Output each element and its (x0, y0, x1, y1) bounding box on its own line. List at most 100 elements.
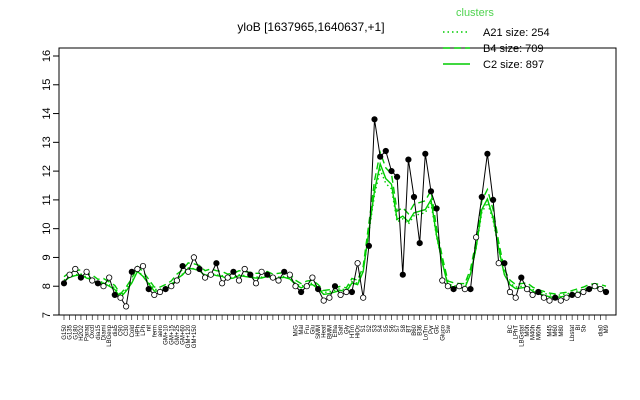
data-point (427, 188, 435, 195)
x-tick-label: S5 (384, 324, 390, 332)
data-point (275, 277, 282, 284)
x-tick-label: M45 (548, 324, 554, 336)
x-tick-label: C90 (118, 324, 124, 336)
x-tick-label: nit (147, 325, 153, 332)
x-tick-label: HiOs (356, 325, 362, 338)
x-tick-label: M60h (536, 325, 542, 340)
data-point (450, 285, 457, 293)
data-point (416, 240, 423, 247)
data-point (591, 283, 598, 290)
data-point (72, 265, 79, 273)
y-tick-label: 15 (41, 79, 53, 91)
x-tick-label: S7 (395, 324, 401, 332)
cluster-a21-line (63, 167, 607, 297)
data-point (405, 156, 412, 163)
data-point (139, 262, 147, 270)
data-point (484, 150, 491, 157)
data-point (478, 193, 485, 201)
data-point (151, 291, 158, 298)
y-axis: 7 8 9 10 11 12 13 14 15 16 (41, 50, 60, 318)
x-tick-label: Bl (576, 325, 582, 330)
data-point (66, 271, 73, 278)
x-tick-label: Salt (339, 325, 345, 336)
data-point (399, 271, 406, 278)
x-tick-label: Paraq (85, 325, 91, 341)
data-point (529, 291, 536, 298)
data-point (518, 274, 525, 281)
data-point (117, 294, 124, 301)
data-point (456, 283, 463, 290)
data-point (235, 277, 243, 284)
data-point (557, 297, 564, 304)
data-point (106, 274, 113, 281)
x-tick-label: LBGexp (107, 324, 113, 346)
data-point (467, 285, 474, 293)
data-point (461, 285, 468, 293)
data-point (472, 234, 480, 241)
x-tick-label: Pyr (429, 325, 435, 334)
x-tick-label: Fru (305, 325, 311, 334)
data-point (444, 283, 451, 290)
x-tick-label: B60 (412, 324, 418, 335)
data-point (297, 288, 305, 296)
data-point (94, 280, 102, 287)
legend: clusters A21 size: 254 B4 size: 709 C2 s… (443, 7, 550, 71)
x-tick-label: M/G (293, 325, 299, 337)
data-point (393, 173, 401, 180)
x-tick-label: Sw (446, 324, 452, 333)
y-tick-label: 11 (41, 194, 53, 205)
x-tick-label: Heat (322, 325, 328, 338)
data-point (252, 280, 260, 287)
x-tick-label: Mal (299, 325, 305, 335)
x-tick-label: dia0 (598, 324, 604, 336)
data-point (134, 265, 141, 273)
y-tick-label: 7 (41, 312, 53, 318)
x-tick-label: Lbstat (570, 325, 576, 342)
data-point (196, 265, 203, 273)
x-tick-label: S3 (373, 324, 379, 332)
x-tick-label: LPhT (514, 325, 520, 340)
y-tick-label: 10 (41, 223, 53, 235)
data-point (258, 268, 265, 275)
x-tick-label: M9 (604, 324, 610, 333)
data-point (535, 288, 542, 296)
data-point (501, 260, 508, 267)
data-point (360, 294, 367, 301)
x-tick-label: S4 (378, 324, 384, 332)
y-tick-label: 9 (41, 254, 53, 260)
data-point (292, 283, 299, 290)
x-tick-label: B36 (418, 324, 424, 335)
x-tick-label: Glc (435, 325, 441, 334)
data-point (303, 283, 310, 290)
x-tick-label: S1 (361, 324, 367, 332)
x-tick-label: S2 (367, 324, 373, 332)
data-point (173, 277, 180, 284)
x-tick-label: G150 (62, 324, 68, 339)
data-point (145, 285, 152, 293)
x-axis: G150 G135 G180 H2O2 Paraq Oxctl dia15 Diami LBGe… (62, 315, 610, 348)
data-point (156, 288, 164, 296)
x-tick-label: H2O2 (79, 324, 85, 340)
points-layer (60, 116, 610, 310)
x-tick-label: LPh (141, 325, 147, 336)
data-point (320, 297, 327, 304)
data-point (207, 271, 214, 278)
data-point (224, 274, 231, 281)
x-tick-label: Etha (333, 324, 339, 337)
x-tick-label: Gly (344, 325, 350, 334)
x-tick-label: M80 (559, 324, 565, 336)
data-point (343, 288, 350, 296)
data-point (247, 271, 254, 278)
legend-entry-b4: B4 size: 709 (483, 43, 544, 55)
data-point (331, 283, 339, 290)
x-tick-label: Diami (102, 325, 108, 340)
data-point (585, 285, 593, 293)
x-tick-label: aero (158, 324, 164, 337)
data-point (602, 288, 610, 296)
data-point (213, 260, 220, 267)
x-tick-label: Oxctl (90, 325, 96, 339)
data-point (388, 168, 395, 175)
x-tick-label: BMM (327, 325, 333, 339)
cluster-c2-line (63, 161, 607, 299)
x-tick-label: Gluco (440, 324, 446, 340)
